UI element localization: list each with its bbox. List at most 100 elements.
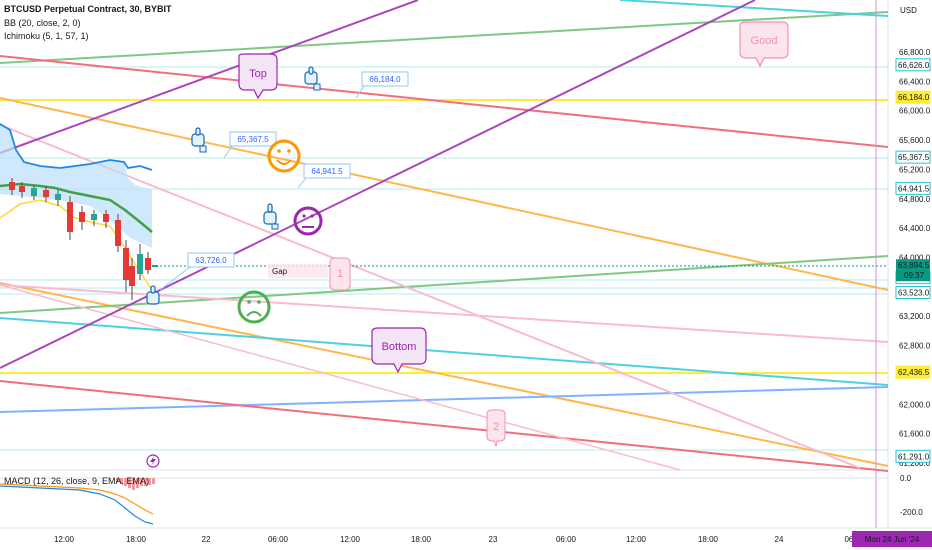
macd-line — [0, 485, 154, 525]
candle — [115, 220, 121, 246]
trendline-cyan-top — [619, 0, 889, 17]
price-label-tag: 62,436.5 — [895, 365, 931, 379]
signal-line — [0, 483, 154, 515]
candle — [43, 190, 49, 197]
price-callout-64941: 64,941.5 — [297, 163, 351, 189]
candles[interactable] — [9, 178, 158, 300]
trendline-purple-lower — [0, 0, 756, 369]
hand-pointer-icon — [146, 285, 160, 305]
trendline-blue — [0, 386, 889, 413]
price-tick-label: 62,800.0 — [899, 342, 931, 351]
price-callout-64941-label: 64,941.5 — [311, 167, 343, 176]
trendline-cyan-lower — [0, 317, 889, 386]
current-time-tag: Mon 24 Jun '24 — [852, 531, 932, 547]
time-tick-label: 12:00 — [626, 535, 647, 544]
candle — [9, 182, 15, 190]
macd-histogram — [116, 478, 155, 490]
price-label-tag: 63,523.0 — [895, 286, 931, 300]
time-tick-label: 18:00 — [411, 535, 432, 544]
macd-legend[interactable]: MACD (12, 26, close, 9, EMA, EMA) — [4, 476, 150, 486]
candle — [55, 194, 61, 200]
price-label-tag: 64,941.5 — [895, 181, 931, 195]
neutral-face-icon — [293, 206, 323, 236]
ichimoku-legend[interactable]: Ichimoku (5, 1, 57, 1) — [4, 31, 89, 41]
good-callout: Good — [739, 21, 789, 68]
trendline-orange-upper — [0, 97, 889, 291]
sad-face-icon — [237, 290, 271, 324]
candle — [67, 202, 73, 232]
callout-2-label: 2 — [493, 421, 499, 433]
hand-pointer-icon — [304, 66, 321, 91]
price-label-tag-text: 64,941.5 — [898, 184, 930, 193]
annotations[interactable]: Top Good Bottom Gap 1 2 — [146, 21, 789, 448]
candle — [145, 258, 151, 270]
time-tick-label: 23 — [489, 535, 498, 544]
time-tick-label: 18:00 — [698, 535, 719, 544]
ichimoku-cloud — [0, 124, 152, 248]
trendline-purple-upper — [0, 0, 419, 154]
price-tick-label: 66,400.0 — [899, 77, 931, 86]
price-axis[interactable]: USD 66,800.0 66,400.0 66,000.0 65,600.0 65,20… — [895, 6, 931, 517]
top-callout-label: Top — [249, 68, 267, 80]
time-tick-label: 18:00 — [126, 535, 147, 544]
top-callout: Top — [238, 53, 278, 100]
bottom-callout: Bottom — [371, 327, 427, 374]
price-label-tag-text: 63,523.0 — [898, 289, 930, 298]
trendline-red-lower — [0, 380, 889, 472]
current-price-text: 63,894.5 — [898, 261, 930, 270]
lightning-icon[interactable] — [146, 454, 160, 468]
price-callout-65367: 65,367.5 — [223, 131, 277, 159]
price-tick-label: 61,200.0 — [899, 459, 931, 468]
candle — [31, 188, 37, 196]
time-tick-label: 12:00 — [54, 535, 75, 544]
price-tick-label: 61,600.0 — [899, 430, 931, 439]
candle — [19, 186, 25, 192]
time-tick-label: 06: — [844, 535, 855, 544]
good-callout-label: Good — [751, 35, 778, 47]
ichimoku-line — [0, 123, 153, 171]
price-label-tag: 66,184.0 — [895, 90, 931, 104]
hand-pointer-icon — [191, 127, 207, 153]
time-tick-label: 24 — [775, 535, 784, 544]
price-label-tag-text: 61,291.0 — [898, 452, 930, 461]
price-callout-63726-label: 63,726.0 — [195, 256, 227, 265]
macd-pane[interactable] — [0, 477, 888, 525]
price-callout-66184-label: 66,184.0 — [369, 75, 401, 84]
price-label-tag-text: 62,436.5 — [898, 368, 930, 377]
price-tick-label: 62,000.0 — [899, 400, 931, 409]
price-label-tag: 61,291.0 — [895, 449, 931, 463]
candle — [79, 212, 85, 222]
macd-tick-label: 0.0 — [900, 474, 912, 483]
currency-label: USD — [900, 6, 917, 15]
trendline-red-top — [0, 55, 889, 148]
trendline-orange-lower — [0, 282, 889, 467]
callout-2: 2 — [486, 409, 506, 448]
time-axis[interactable]: 12:00 18:00 22 06:00 12:00 18:00 23 06:00 12:00 1… — [54, 531, 932, 547]
price-tick-label: 65,200.0 — [899, 165, 931, 174]
symbol-legend[interactable]: BTCUSD Perpetual Contract, 30, BYBIT — [4, 4, 172, 14]
trendline-pink-mid — [0, 284, 681, 471]
time-tick-label: 12:00 — [340, 535, 361, 544]
price-callout-63726: 63,726.0 — [159, 252, 235, 291]
candle — [129, 266, 135, 286]
price-tick-label: 66,000.0 — [899, 107, 931, 116]
time-tick-label: 06:00 — [268, 535, 289, 544]
price-tick-label: 64,400.0 — [899, 224, 931, 233]
smile-face-icon — [267, 139, 301, 173]
trendline-green-top — [0, 11, 889, 64]
gap-label: Gap — [272, 267, 288, 276]
macd-tick-label: -200.0 — [900, 508, 923, 517]
current-time-text: Mon 24 Jun '24 — [865, 535, 920, 544]
bottom-callout-label: Bottom — [382, 341, 417, 353]
callout-1: 1 — [329, 257, 351, 291]
candle — [137, 254, 143, 274]
price-callout-66184: 66,184.0 — [355, 71, 409, 99]
price-tick-label: 63,200.0 — [899, 312, 931, 321]
time-tick-label: 22 — [202, 535, 211, 544]
price-label-tag-text: 65,367.5 — [898, 153, 930, 162]
bb-legend[interactable]: BB (20, close, 2, 0) — [4, 18, 81, 28]
hand-pointer-icon — [263, 203, 279, 230]
price-tick-label: 64,000.0 — [899, 254, 931, 263]
